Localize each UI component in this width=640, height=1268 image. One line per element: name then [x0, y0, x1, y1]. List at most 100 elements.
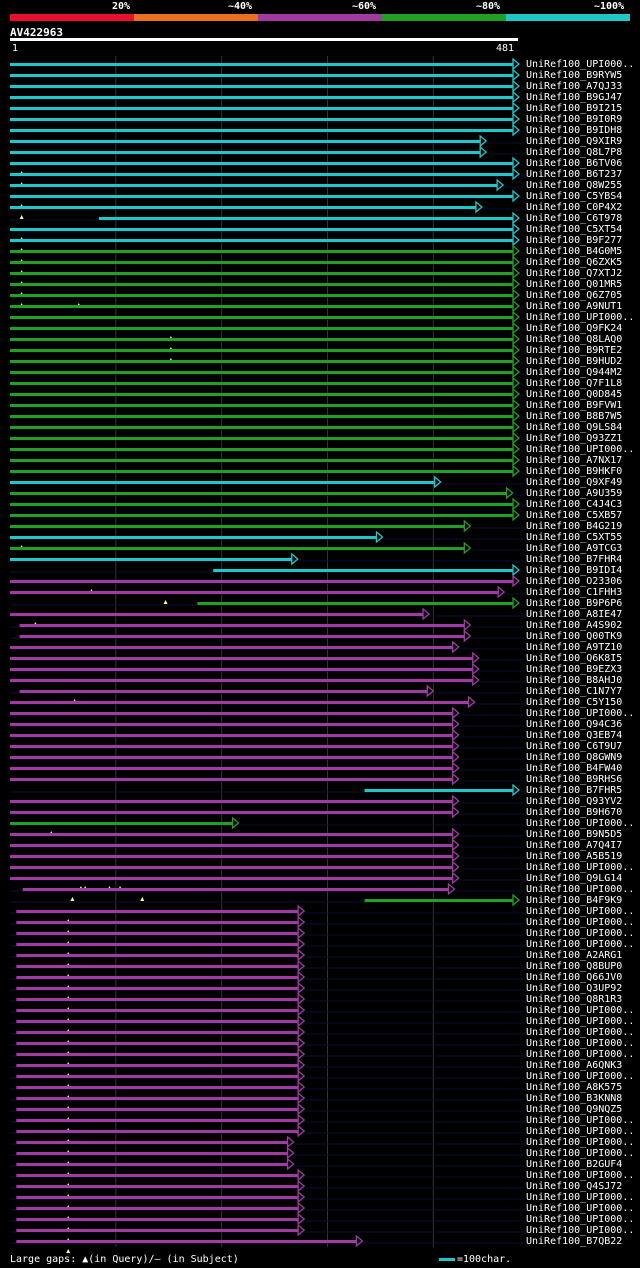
- hit-bar[interactable]: [10, 239, 513, 242]
- hit-bar[interactable]: [16, 1174, 299, 1177]
- hit-bar[interactable]: [16, 932, 299, 935]
- hit-label[interactable]: UniRef100_A9NUT1: [526, 301, 623, 312]
- hit-label[interactable]: UniRef100_B4G0M5: [526, 246, 623, 257]
- hit-bar[interactable]: [16, 1064, 299, 1067]
- hit-bar[interactable]: [364, 789, 513, 792]
- hit-label[interactable]: UniRef100_A9U359: [526, 488, 623, 499]
- hit-bar[interactable]: [10, 107, 513, 110]
- hit-label[interactable]: UniRef100_Q00TK9: [526, 631, 623, 642]
- hit-label[interactable]: UniRef100_UPI000..: [526, 862, 635, 873]
- hit-label[interactable]: UniRef100_B9HKF0: [526, 466, 623, 477]
- hit-label[interactable]: UniRef100_C6T9U7: [526, 741, 623, 752]
- hit-label[interactable]: UniRef100_B9RTE2: [526, 345, 623, 356]
- hit-label[interactable]: UniRef100_Q8GWN9: [526, 752, 623, 763]
- hit-bar[interactable]: [16, 1196, 299, 1199]
- hit-bar[interactable]: [16, 1020, 299, 1023]
- hit-bar[interactable]: [10, 558, 292, 561]
- hit-label[interactable]: UniRef100_UPI000..: [526, 312, 635, 323]
- hit-bar[interactable]: [16, 910, 299, 913]
- hit-label[interactable]: UniRef100_A9TZ10: [526, 642, 623, 653]
- hit-label[interactable]: UniRef100_Q9XIR9: [526, 136, 623, 147]
- hit-label[interactable]: UniRef100_Q6Z705: [526, 290, 623, 301]
- hit-bar[interactable]: [10, 734, 453, 737]
- hit-bar[interactable]: [10, 855, 453, 858]
- hit-label[interactable]: UniRef100_C1FHH3: [526, 587, 623, 598]
- hit-bar[interactable]: [10, 503, 513, 506]
- hit-label[interactable]: UniRef100_Q94C36: [526, 719, 623, 730]
- hit-label[interactable]: UniRef100_Q01MR5: [526, 279, 623, 290]
- hit-label[interactable]: UniRef100_UPI000..: [526, 917, 635, 928]
- hit-bar[interactable]: [10, 800, 453, 803]
- hit-bar[interactable]: [10, 338, 513, 341]
- hit-label[interactable]: UniRef100_B4F9K9: [526, 895, 623, 906]
- hit-label[interactable]: UniRef100_Q7F1L8: [526, 378, 623, 389]
- hit-bar[interactable]: [10, 74, 513, 77]
- hit-bar[interactable]: [10, 536, 377, 539]
- hit-bar[interactable]: [10, 591, 499, 594]
- hit-label[interactable]: UniRef100_B7QB22: [526, 1236, 623, 1247]
- hit-label[interactable]: UniRef100_Q8L7P8: [526, 147, 623, 158]
- hit-bar[interactable]: [10, 327, 513, 330]
- hit-bar[interactable]: [19, 624, 465, 627]
- hit-label[interactable]: UniRef100_Q66JV0: [526, 972, 623, 983]
- hit-label[interactable]: UniRef100_UPI000..: [526, 906, 635, 917]
- hit-bar[interactable]: [10, 679, 473, 682]
- hit-label[interactable]: UniRef100_B9N5D5: [526, 829, 623, 840]
- hit-label[interactable]: UniRef100_UPI000..: [526, 1016, 635, 1027]
- hit-label[interactable]: UniRef100_Q3EB74: [526, 730, 623, 741]
- hit-bar[interactable]: [10, 63, 513, 66]
- hit-bar[interactable]: [10, 668, 473, 671]
- hit-bar[interactable]: [10, 371, 513, 374]
- hit-label[interactable]: UniRef100_UPI000..: [526, 1049, 635, 1060]
- hit-bar[interactable]: [10, 525, 465, 528]
- hit-label[interactable]: UniRef100_Q6ZXK5: [526, 257, 623, 268]
- hit-bar[interactable]: [10, 415, 513, 418]
- hit-label[interactable]: UniRef100_B9HUD2: [526, 356, 623, 367]
- hit-bar[interactable]: [10, 646, 453, 649]
- hit-label[interactable]: UniRef100_A7Q4I7: [526, 840, 623, 851]
- hit-label[interactable]: UniRef100_UPI000..: [526, 1115, 635, 1126]
- hit-bar[interactable]: [10, 349, 513, 352]
- hit-label[interactable]: UniRef100_UPI000..: [526, 1005, 635, 1016]
- hit-bar[interactable]: [16, 1075, 299, 1078]
- hit-label[interactable]: UniRef100_UPI000..: [526, 1203, 635, 1214]
- hit-label[interactable]: UniRef100_B6T237: [526, 169, 623, 180]
- hit-label[interactable]: UniRef100_UPI000..: [526, 59, 635, 70]
- hit-bar[interactable]: [22, 888, 449, 891]
- hit-label[interactable]: UniRef100_C0P4X2: [526, 202, 623, 213]
- hit-bar[interactable]: [10, 140, 481, 143]
- hit-bar[interactable]: [16, 1185, 299, 1188]
- hit-label[interactable]: UniRef100_B9P6P6: [526, 598, 623, 609]
- hit-label[interactable]: UniRef100_C5YBS4: [526, 191, 623, 202]
- hit-bar[interactable]: [16, 1163, 288, 1166]
- hit-bar[interactable]: [16, 1042, 299, 1045]
- hit-label[interactable]: UniRef100_C6T978: [526, 213, 623, 224]
- hit-bar[interactable]: [10, 382, 513, 385]
- hit-label[interactable]: UniRef100_B9RHS6: [526, 774, 623, 785]
- hit-label[interactable]: UniRef100_Q8BUP0: [526, 961, 623, 972]
- hit-bar[interactable]: [16, 1130, 299, 1133]
- hit-bar[interactable]: [10, 272, 513, 275]
- hit-bar[interactable]: [16, 987, 299, 990]
- hit-label[interactable]: UniRef100_UPI000..: [526, 939, 635, 950]
- hit-bar[interactable]: [16, 998, 299, 1001]
- hit-bar[interactable]: [16, 1108, 299, 1111]
- hit-bar[interactable]: [10, 404, 513, 407]
- hit-bar[interactable]: [10, 305, 513, 308]
- hit-bar[interactable]: [10, 283, 513, 286]
- hit-label[interactable]: UniRef100_A6QNK3: [526, 1060, 623, 1071]
- hit-label[interactable]: UniRef100_B9F277: [526, 235, 623, 246]
- hit-label[interactable]: UniRef100_UPI000..: [526, 1170, 635, 1181]
- hit-label[interactable]: UniRef100_C5XB57: [526, 510, 623, 521]
- hit-label[interactable]: UniRef100_Q93YV2: [526, 796, 623, 807]
- hit-bar[interactable]: [10, 393, 513, 396]
- hit-label[interactable]: UniRef100_B8B7W5: [526, 411, 623, 422]
- hit-bar[interactable]: [10, 514, 513, 517]
- hit-label[interactable]: UniRef100_Q9FK24: [526, 323, 623, 334]
- hit-bar[interactable]: [16, 1229, 299, 1232]
- hit-bar[interactable]: [10, 316, 513, 319]
- hit-bar[interactable]: [10, 360, 513, 363]
- hit-bar[interactable]: [10, 481, 435, 484]
- hit-bar[interactable]: [364, 899, 513, 902]
- hit-label[interactable]: UniRef100_UPI000..: [526, 1126, 635, 1137]
